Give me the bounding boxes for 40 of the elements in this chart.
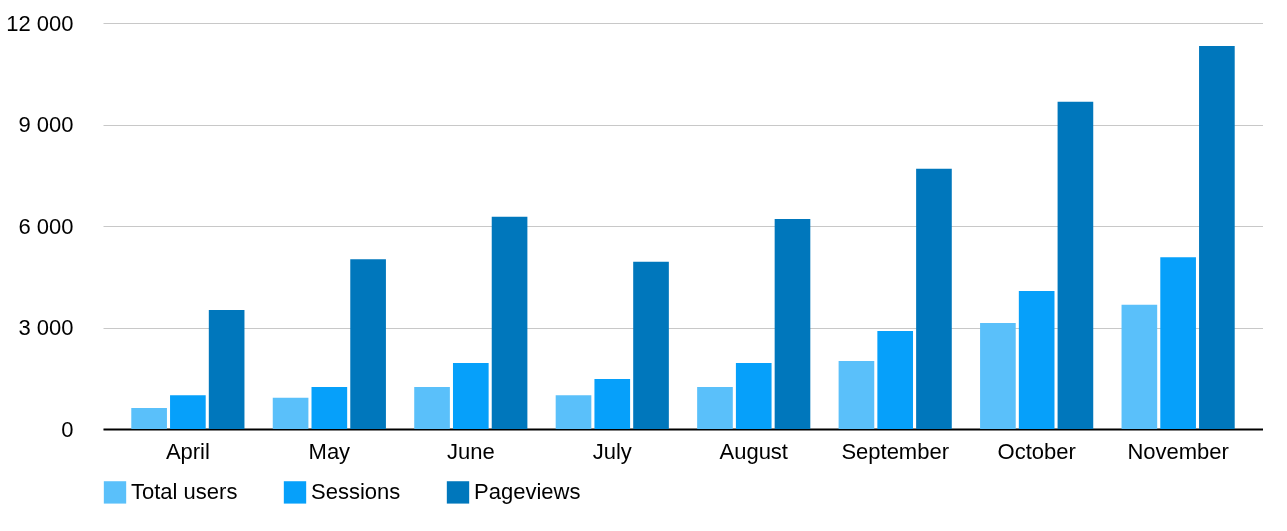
bar [1018, 290, 1055, 429]
bar [1121, 304, 1158, 429]
bar [170, 395, 206, 429]
bar [1199, 46, 1235, 429]
bar [1160, 257, 1196, 429]
bar [877, 330, 914, 429]
x-tick-label: October [997, 438, 1076, 464]
bar [414, 387, 450, 429]
x-tick-label: November [1127, 438, 1229, 464]
y-tick-label: 0 [61, 416, 74, 442]
x-tick-label: August [719, 438, 788, 464]
y-tick-label: 12 000 [6, 10, 74, 36]
bar [838, 361, 875, 429]
bar [633, 261, 669, 429]
bar [774, 218, 811, 429]
x-tick-label: July [592, 438, 632, 464]
legend-label: Pageviews [474, 479, 581, 505]
bar [208, 309, 245, 429]
bar [272, 397, 309, 429]
x-tick-label: April [165, 438, 210, 464]
bar [735, 363, 772, 429]
bar [131, 408, 167, 429]
bar [916, 168, 952, 429]
x-tick-label: June [446, 438, 495, 464]
x-tick-label: May [308, 438, 351, 464]
bar [452, 363, 489, 429]
bar [555, 395, 592, 429]
y-tick-label: 3 000 [18, 315, 74, 340]
bar [311, 387, 348, 429]
y-tick-label: 9 000 [18, 112, 74, 137]
legend-label: Sessions [311, 479, 401, 505]
bar [697, 387, 733, 429]
bar [350, 259, 386, 429]
bar [491, 216, 528, 429]
bar [594, 378, 631, 429]
bar [980, 323, 1016, 429]
legend-label: Total users [131, 479, 238, 505]
x-tick-label: September [841, 438, 950, 464]
y-tick-label: 6 000 [18, 213, 74, 239]
bar [1057, 101, 1094, 429]
